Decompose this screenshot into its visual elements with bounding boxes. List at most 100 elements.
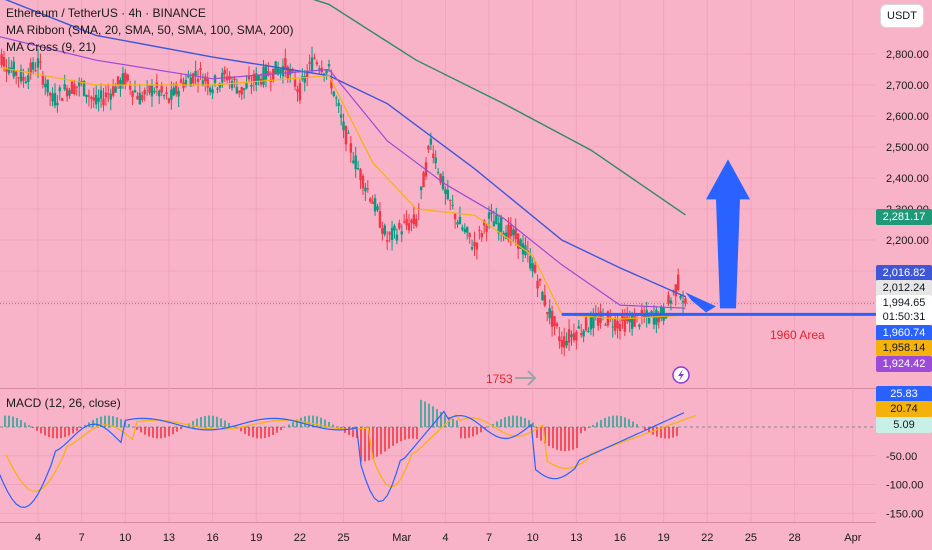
candle-body — [570, 334, 573, 337]
macd-histogram-bar — [376, 427, 378, 457]
candle-body — [0, 54, 3, 65]
macd-histogram-bar — [624, 417, 626, 427]
candle-body — [235, 86, 239, 94]
macd-histogram-bar — [516, 415, 518, 427]
macd-histogram-bar — [164, 427, 166, 438]
candle-body — [82, 81, 86, 96]
macd-histogram-bar — [332, 424, 334, 427]
macd-histogram-bar — [316, 416, 318, 427]
macd-histogram-bar — [580, 427, 582, 434]
candle-body — [337, 102, 340, 106]
price-tag: 1,958.14 — [876, 340, 932, 356]
candle-body — [107, 93, 110, 95]
macd-histogram-bar — [668, 427, 670, 439]
macd-histogram-bar — [268, 427, 270, 437]
candle-body — [39, 61, 42, 63]
macd-histogram-bar — [248, 427, 250, 436]
macd-histogram-bar — [428, 403, 430, 427]
candle-body — [218, 83, 222, 88]
candle-body — [446, 189, 450, 200]
macd-histogram-bar — [152, 427, 154, 438]
candle-body — [681, 301, 685, 303]
macd-histogram-bar — [200, 417, 202, 427]
macd-histogram-bar — [120, 419, 122, 427]
macd-histogram-bar — [560, 427, 562, 451]
candle-body — [19, 69, 23, 82]
macd-histogram-bar — [44, 427, 46, 436]
candle-body — [250, 85, 253, 87]
candle-body — [116, 76, 120, 85]
candle-body — [281, 66, 285, 77]
candle-body — [133, 90, 137, 93]
ma-cross-legend[interactable]: MA Cross (9, 21) — [6, 40, 97, 54]
macd-histogram-bar — [96, 417, 98, 427]
candle-body — [223, 69, 226, 75]
x-tick-label: 10 — [527, 532, 539, 544]
currency-button[interactable]: USDT — [880, 4, 924, 28]
macd-histogram-bar — [632, 421, 634, 427]
candle-body — [131, 91, 134, 97]
macd-histogram-bar — [72, 427, 74, 434]
macd-histogram-bar — [156, 427, 158, 439]
macd-histogram-bar — [564, 427, 566, 452]
candle-body — [179, 79, 183, 83]
macd-histogram-bar — [196, 418, 198, 427]
macd-histogram-bar — [476, 427, 478, 435]
candle-body — [303, 76, 306, 83]
macd-histogram-bar — [552, 427, 554, 449]
candle-body — [587, 330, 590, 333]
macd-histogram-bar — [508, 416, 510, 427]
price-tag: 2,281.17 — [876, 209, 932, 225]
candle-body — [592, 314, 595, 329]
macd-histogram-bar — [252, 427, 254, 438]
macd-histogram-bar — [104, 415, 106, 427]
candle-body — [582, 330, 585, 337]
candle-body — [558, 336, 561, 342]
candle-body — [124, 72, 127, 85]
macd-histogram-bar — [288, 424, 290, 427]
macd-histogram-bar — [32, 427, 34, 429]
candle-body — [381, 228, 384, 234]
macd-histogram-bar — [524, 418, 526, 427]
candle-body — [12, 61, 15, 77]
macd-histogram-bar — [496, 421, 498, 427]
macd-histogram-bar — [604, 417, 606, 427]
candle-body — [383, 225, 386, 235]
macd-histogram-bar — [204, 415, 206, 427]
macd-histogram-bar — [92, 419, 94, 427]
macd-histogram-bar — [76, 427, 78, 431]
macd-histogram-bar — [400, 427, 402, 442]
candle-body — [143, 89, 146, 95]
candle-body — [638, 324, 641, 327]
macd-histogram-bar — [412, 427, 414, 439]
macd-histogram-bar — [84, 425, 86, 427]
macd-histogram-bar — [324, 419, 326, 427]
candle-body — [514, 228, 517, 240]
candle-body — [136, 96, 139, 100]
candle-body — [150, 85, 154, 97]
x-tick-label: 4 — [35, 532, 41, 544]
macd-legend[interactable]: MACD (12, 26, close) — [6, 396, 121, 410]
candle-body — [618, 323, 622, 332]
candle-body — [211, 89, 214, 94]
macd-histogram-bar — [528, 420, 530, 427]
macd-histogram-bar — [436, 409, 438, 427]
projection-arrow — [706, 159, 750, 309]
macd-histogram-bar — [380, 427, 382, 455]
macd-histogram-bar — [348, 427, 350, 436]
candle-body — [373, 198, 377, 212]
candle-body — [175, 83, 178, 95]
macd-histogram-bar — [608, 416, 610, 427]
candle-body — [128, 85, 132, 90]
candle-body — [461, 227, 464, 230]
time-axis-line — [0, 522, 876, 523]
sma-50-line — [0, 36, 686, 309]
candle-body — [36, 58, 40, 68]
price-tag: 1,924.42 — [876, 356, 932, 372]
candle-body — [453, 213, 457, 220]
candle-body — [208, 87, 212, 92]
panel-divider — [0, 388, 876, 389]
ma-ribbon-legend[interactable]: MA Ribbon (SMA, 20, SMA, 50, SMA, 100, S… — [6, 23, 294, 37]
candle-body — [364, 187, 367, 192]
